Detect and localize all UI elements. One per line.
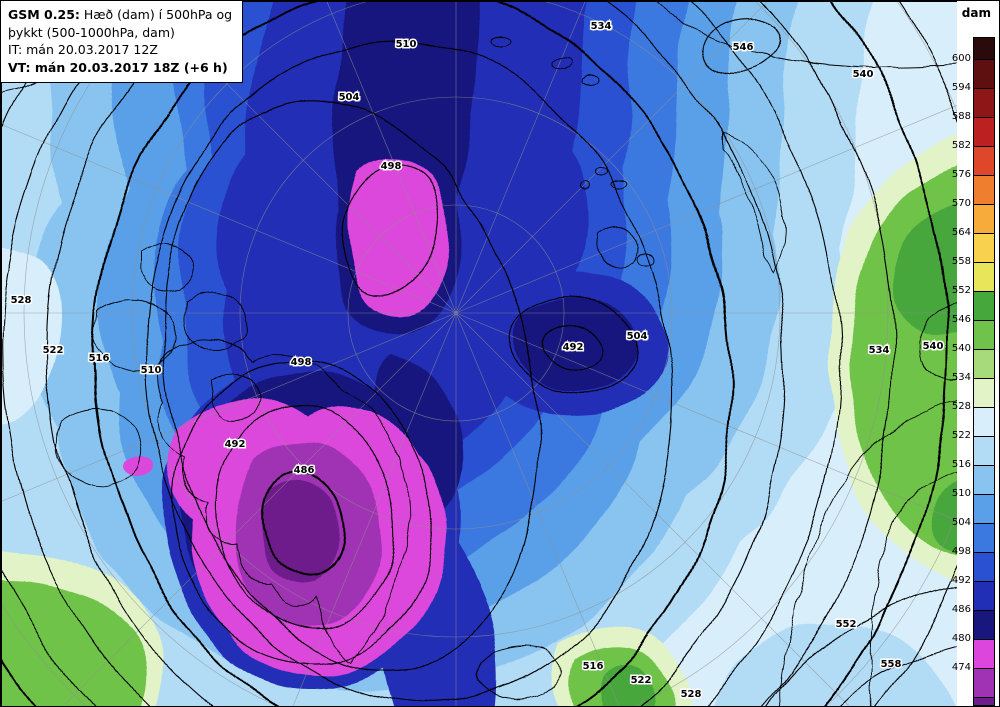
contour-label: 510 [396, 39, 417, 50]
legend-segment [974, 350, 994, 379]
contour-label: 516 [583, 661, 604, 672]
contour-label: 492 [225, 439, 246, 450]
legend-segment [974, 263, 994, 292]
legend-segment [974, 176, 994, 205]
legend-segment [974, 466, 994, 495]
legend-segment [974, 437, 994, 466]
legend-segment [974, 582, 994, 611]
height-contours [1, 1, 959, 706]
contour-label: 510 [141, 365, 162, 376]
contour-label: 540 [923, 341, 944, 352]
thickness-fill-layer [1, 1, 959, 706]
legend-segment [974, 408, 994, 437]
contour-label: 552 [836, 619, 857, 630]
title-text: Hæð (dam) í 500hPa og [79, 7, 233, 22]
contour-label: 516 [89, 353, 110, 364]
contour-label: 534 [591, 21, 612, 32]
legend-bar [973, 37, 995, 706]
contour-label: 546 [733, 42, 754, 53]
legend-segment [974, 669, 994, 698]
contour-labels: 486 492 492 498 498 504 504 510 510 516 516 522 522 5… [9, 20, 945, 702]
valid-time: VT: mán 20.03.2017 18Z (+6 h) [8, 59, 228, 75]
contour-label: 522 [43, 345, 64, 356]
legend-segment [974, 89, 994, 118]
init-time: IT: mán 20.03.2017 12Z [8, 42, 158, 57]
legend-segment [974, 292, 994, 321]
legend-segment [974, 553, 994, 582]
legend-segment [974, 147, 994, 176]
legend-segment [974, 698, 994, 705]
legend-segment [974, 321, 994, 350]
contour-label: 528 [11, 295, 32, 306]
legend-segment [974, 379, 994, 408]
title-line-1: GSM 0.25: Hæð (dam) í 500hPa og [8, 6, 232, 24]
legend-segment [974, 524, 994, 553]
contour-label: 522 [631, 675, 652, 686]
legend-title: dam [961, 6, 991, 20]
contour-label: 498 [291, 357, 312, 368]
contour-label: 504 [627, 331, 648, 342]
legend-segment [974, 38, 994, 60]
contour-label: 492 [563, 342, 584, 353]
contour-label: 558 [881, 659, 902, 670]
contour-label: 540 [853, 69, 874, 80]
contour-label: 534 [869, 345, 890, 356]
title-box: GSM 0.25: Hæð (dam) í 500hPa og þykkt (5… [1, 1, 244, 83]
legend-segment [974, 495, 994, 524]
legend-segment [974, 60, 994, 89]
legend-segment [974, 205, 994, 234]
legend-segment [974, 640, 994, 669]
legend: dam 600 594 588 582 576 570 564 558 552 546 540 534… [952, 1, 999, 706]
model-name: GSM 0.25: [8, 7, 80, 22]
contour-label: 498 [381, 161, 402, 172]
contour-label: 504 [339, 92, 360, 103]
contour-label: 528 [681, 689, 702, 700]
legend-segment [974, 118, 994, 147]
legend-segment [974, 234, 994, 263]
weather-map: 486 492 492 498 498 504 504 510 510 516 516 522 522 5… [1, 1, 959, 706]
coastlines [1, 1, 959, 706]
title-line-2: þykkt (500-1000hPa, dam) [8, 24, 175, 40]
legend-segment [974, 611, 994, 640]
contour-label: 486 [294, 465, 315, 476]
